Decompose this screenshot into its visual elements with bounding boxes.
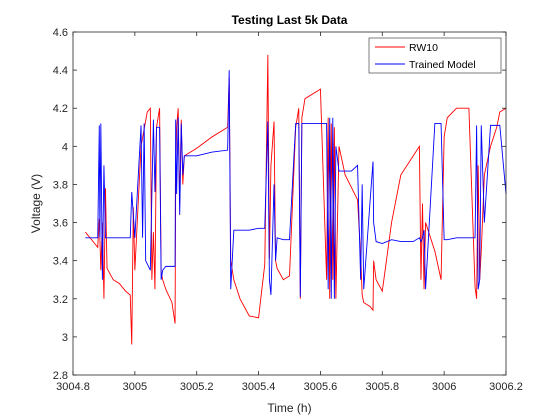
x-tick-label: 3005.8	[365, 381, 399, 393]
legend: RW10 Trained Model	[368, 37, 502, 74]
x-tick-label: 3006	[432, 381, 456, 393]
legend-label-trained-model: Trained Model	[409, 59, 476, 71]
x-axis-label: Time (h)	[267, 401, 311, 415]
x-ticks: 3004.8 3005 3005.2 3005.4 3005.6 3005.8 3006 30…	[56, 32, 523, 393]
y-ticks: 2.8 3 3.2 3.4 3.6 3.8 4 4.2 4.4 4.6	[53, 27, 506, 382]
legend-label-rw10: RW10	[409, 42, 438, 54]
y-tick-label: 4.2	[53, 103, 68, 115]
y-tick-label: 2.8	[53, 370, 68, 382]
y-tick-label: 3.8	[53, 179, 68, 191]
y-tick-label: 3.4	[53, 256, 68, 268]
x-tick-label: 3005	[123, 381, 147, 393]
x-tick-label: 3005.6	[304, 381, 338, 393]
y-axis-label: Voltage (V)	[29, 174, 43, 233]
chart-title: Testing Last 5k Data	[232, 13, 348, 27]
y-tick-label: 4.6	[53, 27, 68, 39]
x-tick-label: 3005.2	[180, 381, 214, 393]
series-layer	[85, 54, 507, 345]
series-line-trained-model	[85, 70, 507, 299]
series-line-rw10	[85, 54, 507, 345]
x-tick-label: 3005.4	[242, 381, 276, 393]
y-tick-label: 3.6	[53, 218, 68, 230]
x-tick-label: 3006.2	[489, 381, 523, 393]
y-tick-label: 4.4	[53, 65, 68, 77]
y-tick-label: 3.2	[53, 294, 68, 306]
legend-box	[368, 37, 502, 74]
x-tick-label: 3004.8	[56, 381, 90, 393]
y-tick-label: 3	[62, 332, 68, 344]
y-tick-label: 4	[62, 141, 68, 153]
axes-box	[72, 31, 507, 376]
